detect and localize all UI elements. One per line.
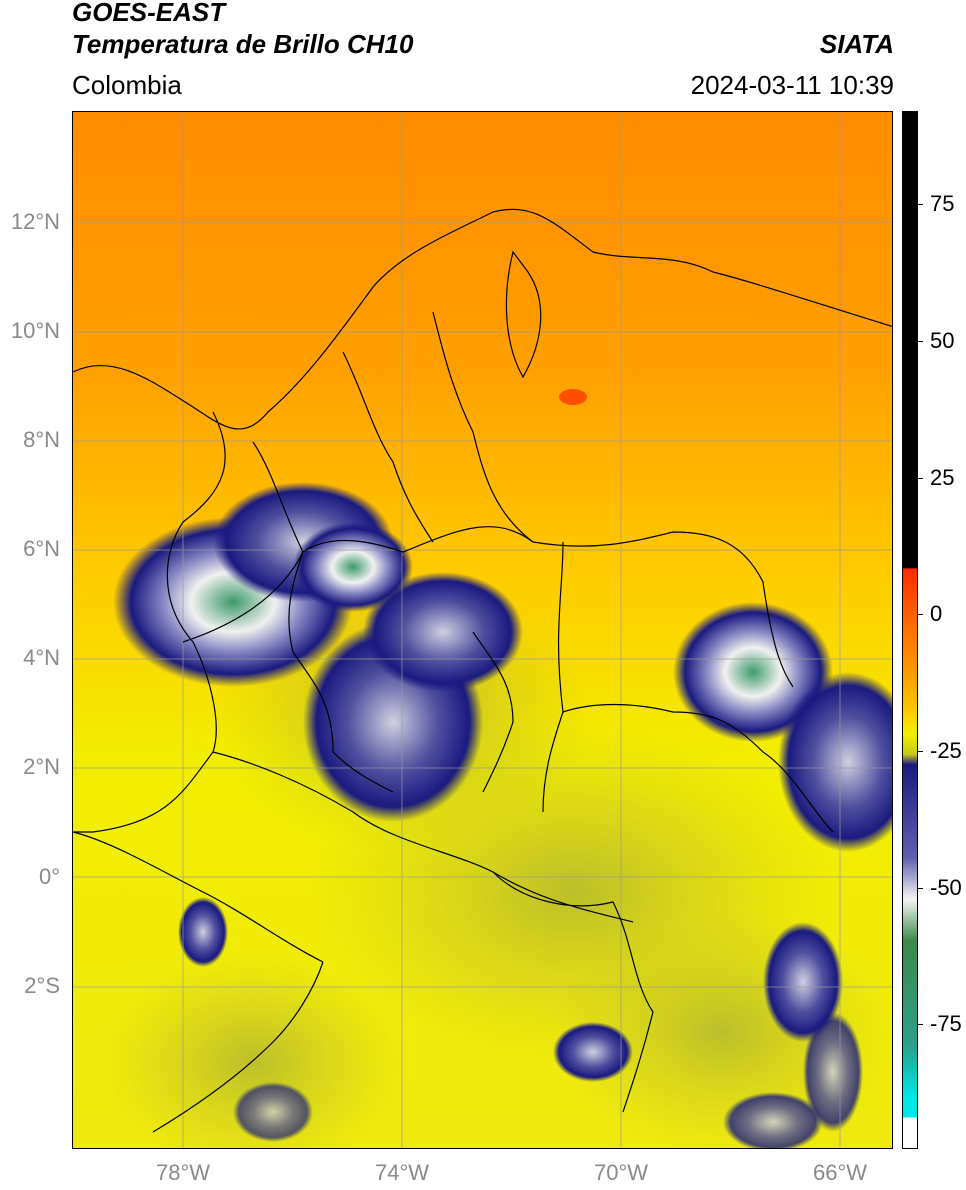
colorbar-tick — [918, 614, 923, 615]
lat-label-8n: 8°N — [23, 427, 60, 452]
colorbar-gradient — [903, 112, 917, 1148]
organization-label: SIATA — [819, 29, 894, 59]
datetime-label: 2024-03-11 10:39 — [690, 70, 894, 100]
colorbar-label-neg50: -50 — [930, 875, 962, 900]
lat-label-2n: 2°N — [23, 754, 60, 779]
lat-label-2s: 2°S — [24, 973, 60, 998]
lon-label-70w: 70°W — [593, 1160, 649, 1185]
lat-label-4n: 4°N — [23, 645, 60, 670]
colorbar-label-neg25: -25 — [930, 738, 962, 763]
lat-label-10n: 10°N — [10, 318, 60, 343]
country-borders — [73, 208, 892, 1133]
colorbar-tick — [918, 888, 923, 889]
lat-label-6n: 6°N — [23, 536, 60, 561]
graticule — [73, 112, 892, 1148]
map-panel[interactable] — [72, 111, 893, 1149]
colorbar-label-25: 25 — [930, 465, 955, 490]
product-title: Temperatura de Brillo CH10 — [72, 29, 414, 59]
colorbar-tick — [918, 478, 923, 479]
lon-label-74w: 74°W — [374, 1160, 430, 1185]
colorbar-tick — [918, 751, 923, 752]
lon-label-78w: 78°W — [155, 1160, 211, 1185]
colorbar-label-75: 75 — [930, 191, 955, 216]
lat-label-12n: 12°N — [10, 209, 60, 234]
colorbar — [902, 111, 918, 1149]
lat-label-equator: 0° — [38, 864, 60, 889]
satellite-title: GOES-EAST — [72, 0, 226, 27]
colorbar-label-0: 0 — [930, 601, 943, 626]
colorbar-tick — [918, 204, 923, 205]
colorbar-label-50: 50 — [930, 328, 955, 353]
colorbar-label-neg75: -75 — [930, 1011, 962, 1036]
colorbar-tick — [918, 341, 923, 342]
colorbar-tick — [918, 1024, 923, 1025]
region-label: Colombia — [72, 70, 182, 100]
brightness-temperature-map — [73, 112, 892, 1148]
lon-label-66w: 66°W — [812, 1160, 868, 1185]
